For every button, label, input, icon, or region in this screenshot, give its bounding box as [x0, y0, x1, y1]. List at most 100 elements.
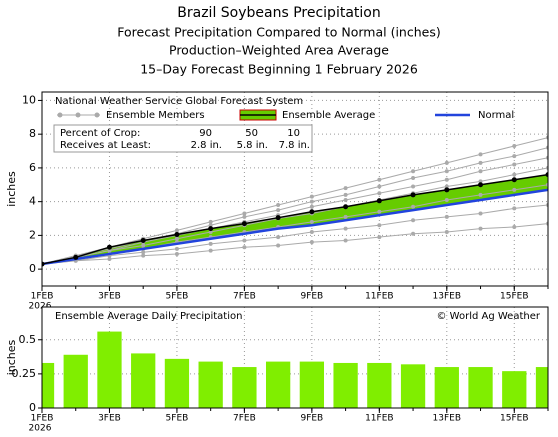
bar	[63, 354, 88, 408]
member-point	[276, 208, 281, 213]
crop-table-cell: 5.8 in.	[237, 140, 268, 151]
y-tick-label: 6	[29, 161, 36, 174]
member-point	[478, 192, 483, 197]
average-point	[275, 215, 281, 221]
y-axis-label: inches	[5, 171, 18, 207]
plot-marks	[42, 135, 548, 267]
member-point	[411, 169, 416, 174]
bar	[367, 362, 392, 408]
x-tick-label: 13FEB	[433, 292, 462, 302]
y-tick-label: 0	[29, 401, 36, 414]
member-point	[309, 230, 314, 235]
average-point	[174, 232, 180, 238]
x-tick-label: 5FEB	[166, 292, 189, 302]
member-point	[444, 184, 449, 189]
member-line	[42, 167, 548, 265]
member-point	[208, 219, 213, 224]
average-point	[42, 261, 45, 267]
member-point	[377, 209, 382, 214]
ensemble-band	[42, 174, 548, 265]
member-point	[444, 169, 449, 174]
crop-table-box	[53, 124, 313, 153]
member-point	[377, 177, 382, 182]
member-point	[309, 204, 314, 209]
x-tick-label: 7FEB	[233, 292, 256, 302]
series-line	[42, 188, 548, 266]
average-point	[106, 244, 112, 250]
member-point	[512, 143, 517, 148]
subtitle: Production–Weighted Area Average	[169, 43, 389, 58]
member-point	[512, 206, 517, 211]
plot-area	[42, 307, 548, 408]
bar	[131, 353, 156, 408]
bar	[164, 358, 190, 408]
average-point	[444, 187, 450, 193]
bar	[502, 371, 527, 408]
member-point	[141, 243, 146, 248]
x-tick-label: 15FEB	[500, 414, 529, 424]
x-tick-label: 11FEB	[365, 414, 394, 424]
y-tick-label: 4	[29, 195, 36, 208]
plot-frame	[41, 91, 549, 287]
x-tick-label: 3FEB	[98, 414, 121, 424]
member-point	[411, 218, 416, 223]
average-point	[73, 254, 79, 260]
bar	[299, 361, 325, 408]
y-tick-label: 10	[22, 93, 36, 106]
bar	[97, 331, 122, 408]
member-point	[309, 219, 314, 224]
average-point	[343, 204, 349, 210]
member-point	[309, 199, 314, 204]
legend-label: Ensemble Members	[106, 110, 205, 121]
member-line	[42, 137, 548, 265]
x-tick-label: 1FEB	[31, 414, 54, 424]
member-point	[377, 184, 382, 189]
y-tick-label: 8	[29, 127, 36, 140]
member-point	[276, 235, 281, 240]
member-point	[276, 243, 281, 248]
credit: © World Ag Weather	[437, 311, 541, 322]
member-point	[478, 226, 483, 231]
average-point	[545, 172, 548, 178]
member-point	[444, 177, 449, 182]
legend-title: National Weather Service Global Forecast…	[55, 96, 303, 107]
member-point	[512, 154, 517, 159]
member-point	[444, 230, 449, 235]
member-point	[242, 214, 247, 219]
member-point	[411, 184, 416, 189]
member-point	[174, 236, 179, 241]
member-point	[377, 235, 382, 240]
average-point	[511, 177, 517, 183]
y-tick-label: 0.5	[19, 333, 37, 346]
legend-swatch	[57, 112, 63, 118]
crop-table-cell: 50	[245, 128, 258, 139]
x-year-label: 2026	[29, 302, 52, 312]
member-point	[444, 160, 449, 165]
average-point	[478, 182, 484, 188]
member-line	[42, 147, 548, 265]
member-point	[512, 162, 517, 167]
bar	[400, 364, 426, 408]
plot-frame	[41, 306, 549, 409]
crop-table-cell: 2.8 in.	[191, 140, 222, 151]
member-point	[343, 186, 348, 191]
member-point	[141, 253, 146, 258]
member-point	[512, 224, 517, 229]
plot-marks	[42, 331, 548, 408]
member-point	[343, 192, 348, 197]
average-point	[410, 192, 416, 198]
average-point	[241, 221, 247, 227]
chart-title: Ensemble Average Daily Precipitation	[55, 311, 242, 322]
x-tick-label: 13FEB	[433, 414, 462, 424]
member-point	[478, 179, 483, 184]
member-point	[242, 238, 247, 243]
member-line	[42, 204, 548, 265]
y-tick-label: 2	[29, 228, 36, 241]
member-point	[107, 257, 112, 262]
member-point	[478, 169, 483, 174]
x-year-label: 2026	[29, 424, 52, 434]
average-point	[140, 237, 146, 243]
bar	[434, 367, 459, 408]
y-tick-label: 0	[29, 262, 36, 275]
average-point	[208, 226, 214, 232]
